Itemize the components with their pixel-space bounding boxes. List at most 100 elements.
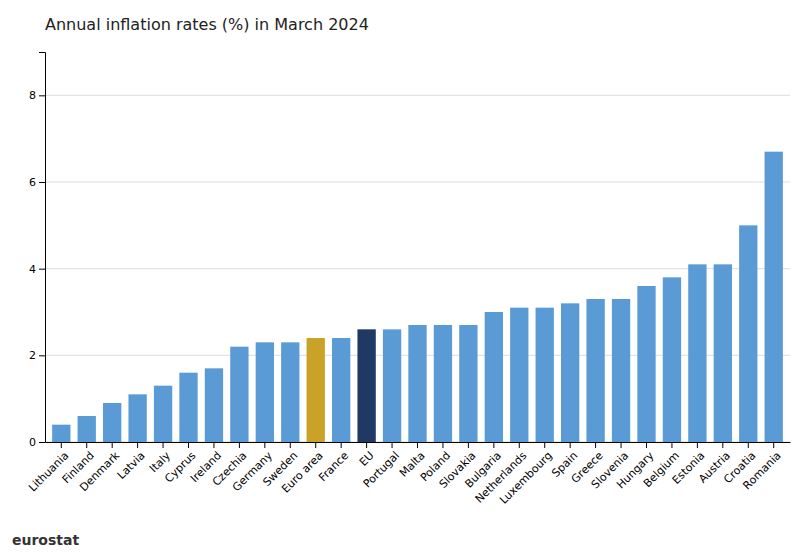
bar <box>52 425 70 442</box>
x-tick-mark <box>519 442 520 448</box>
x-tick-mark <box>722 442 723 448</box>
annotations: eurostat <box>12 532 79 548</box>
bar <box>179 373 197 442</box>
x-tick: Denmark <box>77 442 122 494</box>
y-tick-label: 8 <box>29 89 36 102</box>
y-axis: 0 2 4 6 8 <box>29 53 46 450</box>
x-tick-label: Luxembourg <box>497 449 555 507</box>
y-tick-mark <box>39 269 45 270</box>
x-tick-mark <box>341 442 342 448</box>
x-tick-mark <box>621 442 622 448</box>
x-tick-mark <box>773 442 774 448</box>
bar <box>536 308 554 442</box>
x-tick: Lithuania <box>26 442 71 494</box>
y-tick: 6 <box>29 176 45 189</box>
x-tick-mark <box>442 442 443 448</box>
x-tick: France <box>316 442 351 484</box>
x-tick-label: Portugal <box>361 449 402 490</box>
x-tick-mark <box>646 442 647 448</box>
bar <box>739 225 757 442</box>
bar <box>688 264 706 442</box>
bar <box>459 325 477 442</box>
y-tick-label: 0 <box>29 436 36 449</box>
x-tick-mark <box>112 442 113 448</box>
bar <box>205 368 223 442</box>
x-tick-mark <box>86 442 87 448</box>
y-tick-mark <box>39 95 45 96</box>
bar <box>103 403 121 442</box>
x-tick-mark <box>290 442 291 448</box>
bar <box>357 329 375 442</box>
x-tick-mark <box>544 442 545 448</box>
x-tick-mark <box>468 442 469 448</box>
bar <box>612 299 630 442</box>
x-tick-mark <box>493 442 494 448</box>
y-tick-label: 6 <box>29 176 36 189</box>
bar <box>586 299 604 442</box>
grid <box>45 95 790 442</box>
x-axis: LithuaniaFinlandDenmarkLatviaItalyCyprus… <box>26 442 790 507</box>
x-tick: Euro area <box>279 442 326 496</box>
bar <box>510 308 528 442</box>
x-tick-mark <box>392 442 393 448</box>
x-tick-mark <box>239 442 240 448</box>
bar <box>256 342 274 442</box>
y-tick-label: 2 <box>29 349 36 362</box>
bar <box>765 152 783 442</box>
x-tick-mark <box>417 442 418 448</box>
bar <box>307 338 325 442</box>
y-tick: 4 <box>29 263 45 276</box>
chart: Annual inflation rates (%) in March 2024… <box>0 0 810 557</box>
x-tick-mark <box>188 442 189 448</box>
grid-line <box>45 95 790 96</box>
x-tick: EU <box>357 442 377 469</box>
bar <box>281 342 299 442</box>
bar <box>230 347 248 442</box>
bar <box>383 329 401 442</box>
x-tick: Latvia <box>115 442 148 482</box>
plot: 0 2 4 6 8 LithuaniaFinlandDenmarkLatviaItalyC… <box>26 53 790 507</box>
x-tick-mark <box>213 442 214 448</box>
y-axis-line <box>39 53 46 443</box>
y-tick-mark <box>39 355 45 356</box>
x-tick-mark <box>570 442 571 448</box>
bar <box>332 338 350 442</box>
bar <box>485 312 503 442</box>
bar <box>408 325 426 442</box>
x-tick-mark <box>61 442 62 448</box>
y-tick-mark <box>39 182 45 183</box>
x-tick-mark <box>137 442 138 448</box>
grid-line <box>45 268 790 269</box>
y-tick: 0 <box>29 436 45 449</box>
x-tick-mark <box>748 442 749 448</box>
x-tick-mark <box>366 442 367 448</box>
x-tick-mark <box>671 442 672 448</box>
bar <box>663 277 681 442</box>
x-tick-mark <box>595 442 596 448</box>
x-tick-mark <box>264 442 265 448</box>
bar <box>128 394 146 442</box>
y-tick: 8 <box>29 89 45 102</box>
x-tick-mark <box>315 442 316 448</box>
grid-line <box>45 182 790 183</box>
title: Annual inflation rates (%) in March 2024 <box>45 15 369 34</box>
x-tick: Luxembourg <box>497 442 555 507</box>
y-tick: 2 <box>29 349 45 362</box>
y-tick-mark <box>39 442 45 443</box>
bar <box>637 286 655 442</box>
bar <box>434 325 452 442</box>
x-tick: Romania <box>741 442 784 492</box>
x-tick-label: Romania <box>741 449 784 492</box>
x-tick-label: EU <box>357 449 377 469</box>
x-tick-mark <box>163 442 164 448</box>
bar <box>561 303 579 442</box>
bar <box>78 416 96 442</box>
x-tick-label: France <box>316 449 351 484</box>
x-tick: Portugal <box>361 442 402 490</box>
bars <box>52 152 783 442</box>
x-tick-label: Latvia <box>115 449 148 482</box>
annotation: eurostat <box>12 532 79 548</box>
bar <box>714 264 732 442</box>
x-tick-mark <box>697 442 698 448</box>
bar <box>154 386 172 442</box>
